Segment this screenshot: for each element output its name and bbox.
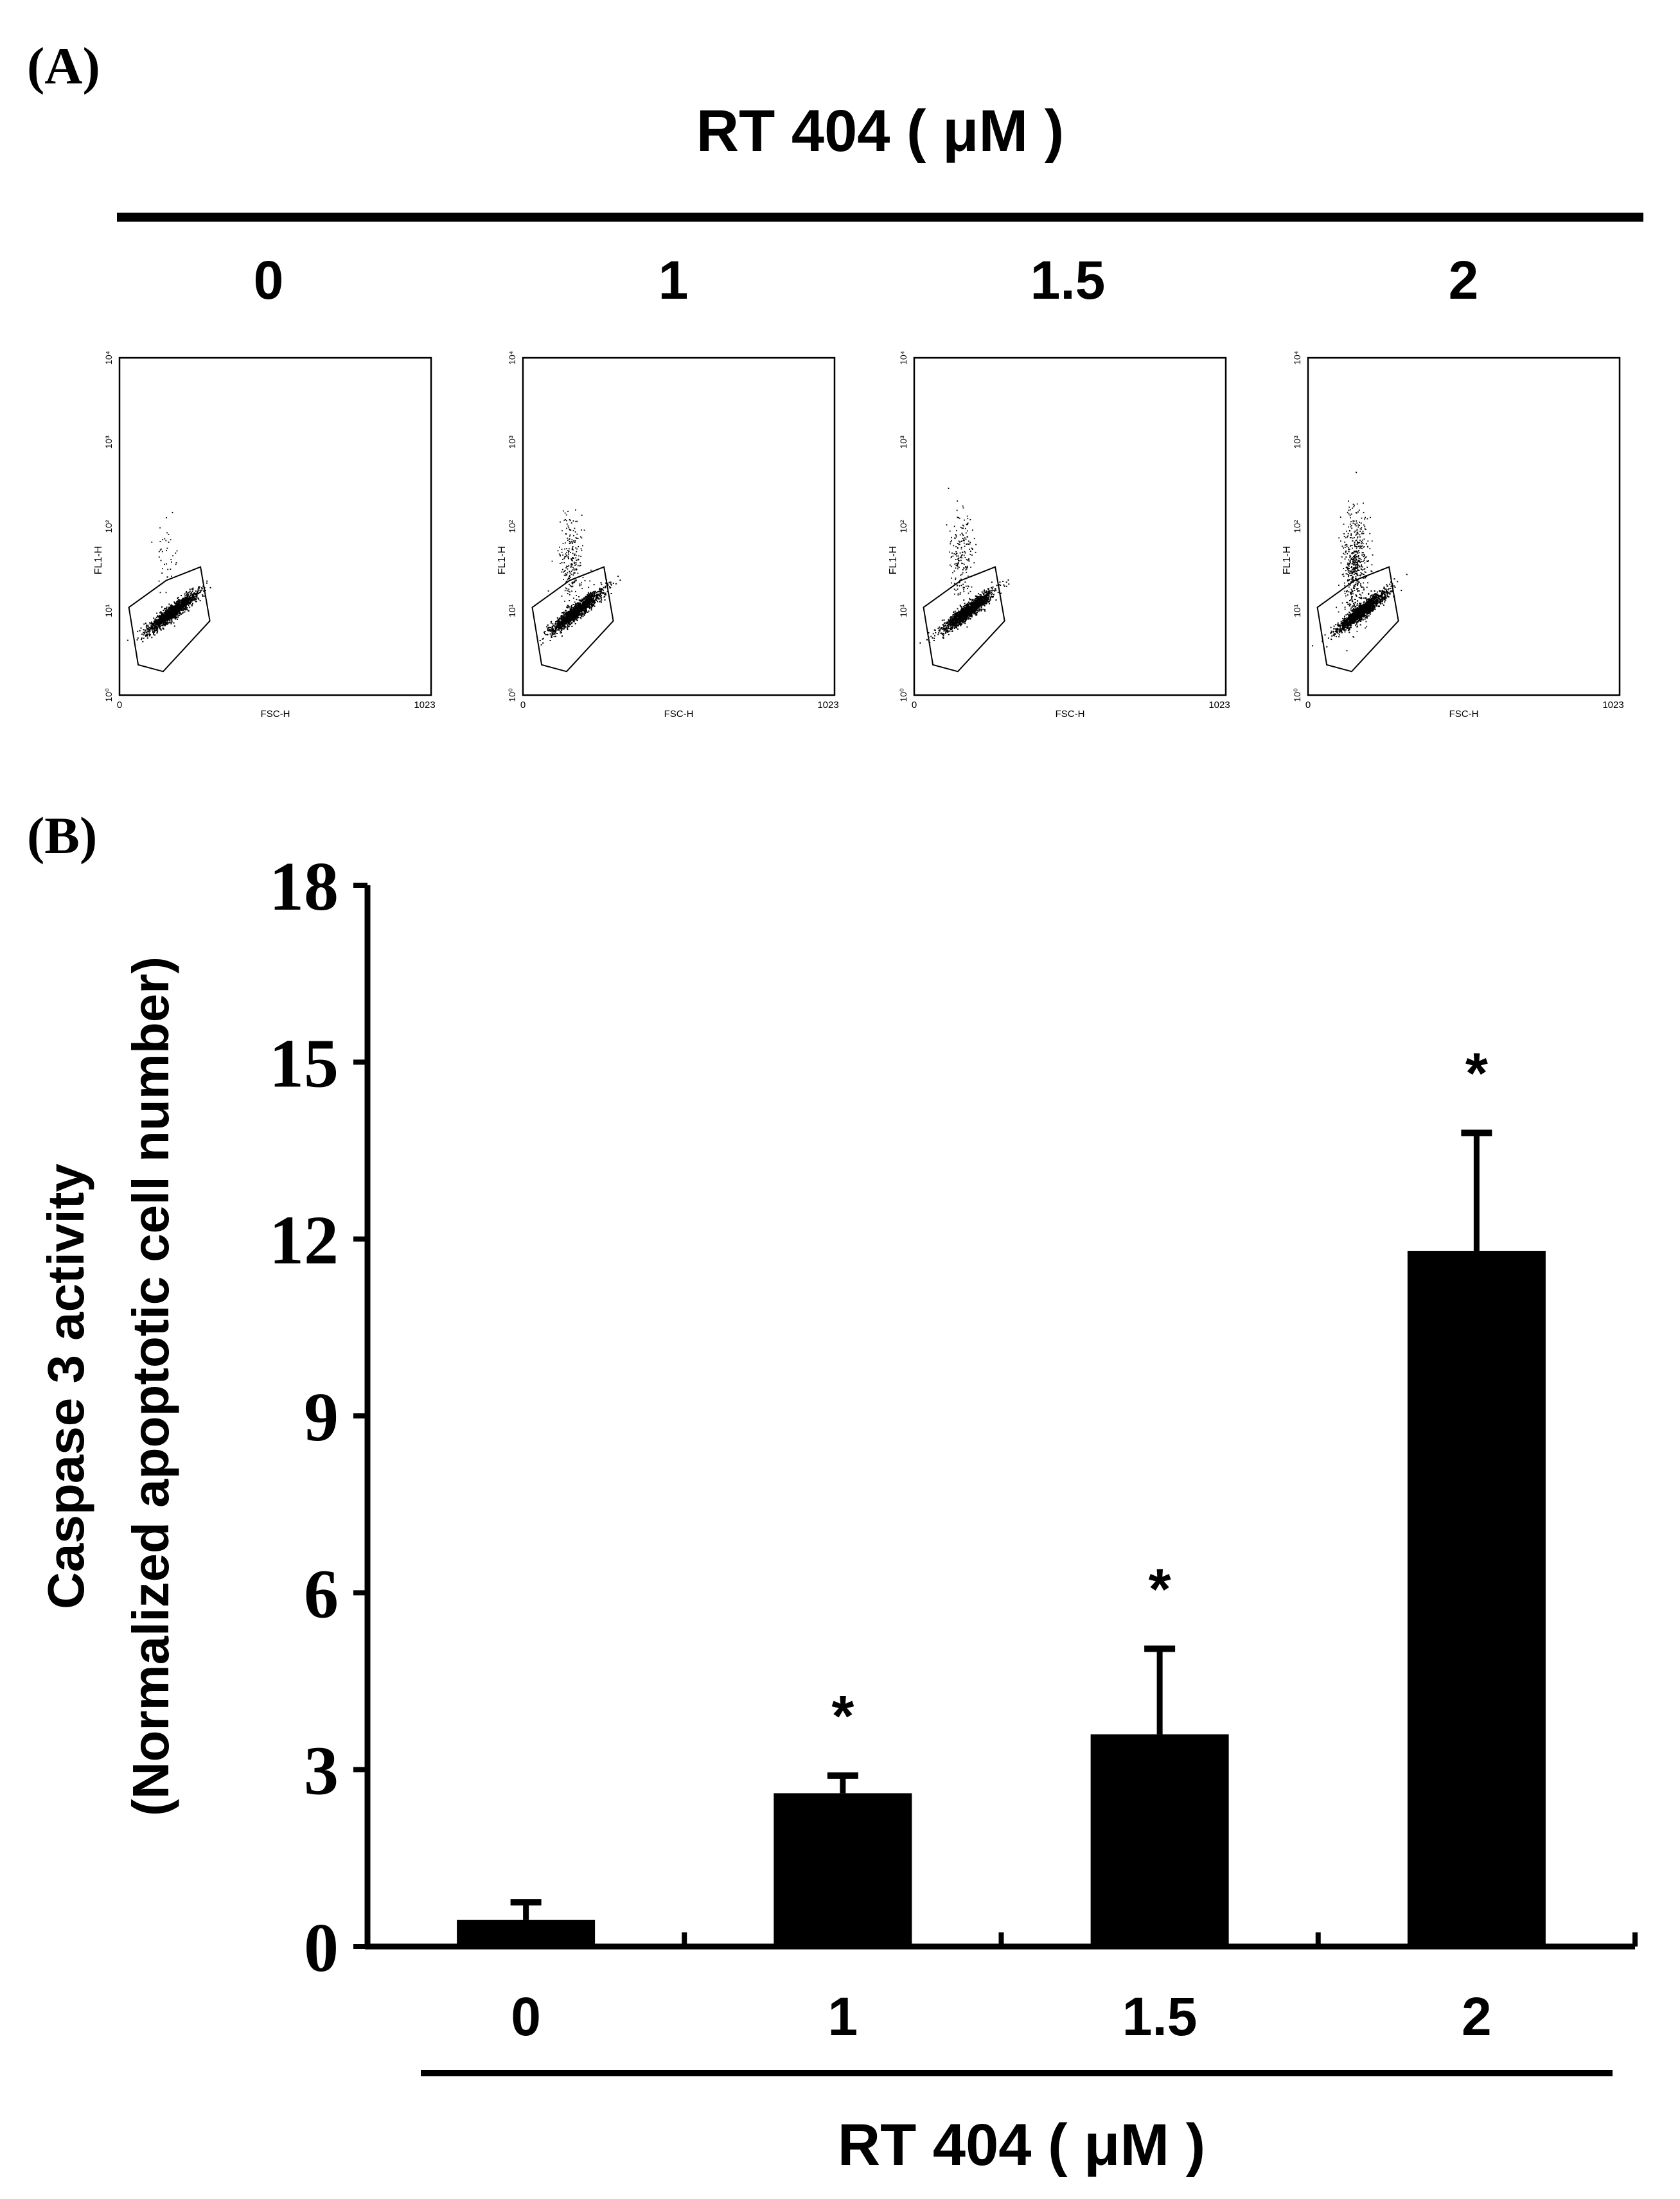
panel-a-conc-1: 1	[659, 250, 689, 310]
flow-y-axis-label: FL1-H	[93, 546, 104, 574]
significance-star: *	[1149, 1558, 1171, 1622]
flow-plot: 10⁰ 10¹ 10² 10³ 10⁴ FL1-H 0 1023 FSC-H	[1282, 351, 1624, 720]
significance-star: *	[831, 1684, 854, 1749]
flow-plot-frame	[1307, 357, 1621, 696]
x-tick-label: 1.5	[1122, 1986, 1198, 2047]
flow-main-population	[127, 580, 211, 642]
flow-x-tick-max: 1023	[414, 700, 435, 711]
flow-y-axis-label: FL1-H	[497, 546, 508, 574]
x-tick-label: 2	[1462, 1986, 1492, 2047]
bar	[457, 1920, 596, 1947]
flow-y-tick-label: 10⁰	[898, 688, 908, 702]
flow-y-tick-label: 10⁴	[1292, 351, 1302, 365]
y-tick-label: 0	[304, 1910, 339, 1986]
flow-y-tick-label: 10¹	[1292, 604, 1302, 617]
y-tick-label: 15	[269, 1025, 339, 1102]
flow-x-axis-label: FSC-H	[1056, 709, 1085, 720]
flow-y-tick-label: 10²	[507, 520, 517, 533]
bar	[1407, 1251, 1546, 1947]
flow-gate	[923, 566, 1005, 673]
flow-x-tick-min: 0	[912, 700, 917, 711]
flow-gate	[128, 566, 211, 673]
panel-a-conc-0: 0	[254, 250, 284, 310]
y-tick-label: 18	[269, 849, 339, 925]
flow-plot: 10⁰ 10¹ 10² 10³ 10⁴ FL1-H 0 1023 FSC-H	[888, 351, 1230, 720]
flow-y-tick-label: 10⁴	[898, 351, 908, 365]
flow-upper-population	[1336, 472, 1374, 651]
flow-x-axis-label: FSC-H	[1449, 709, 1479, 720]
x-axis-group-label: RT 404 ( μM )	[838, 2112, 1206, 2178]
significance-star: *	[1465, 1041, 1488, 1106]
flow-y-tick-label: 10⁰	[1292, 688, 1302, 702]
x-tick-label: 0	[511, 1986, 541, 2047]
y-tick-label: 12	[269, 1203, 339, 1279]
flow-plot: 10⁰ 10¹ 10² 10³ 10⁴ FL1-H 0 1023 FSC-H	[497, 351, 839, 720]
flow-y-tick-label: 10⁰	[507, 688, 517, 702]
flow-y-tick-label: 10⁴	[507, 351, 517, 365]
x-tick-label: 1	[828, 1986, 858, 2047]
flow-y-tick-label: 10⁴	[103, 351, 114, 365]
flow-plot-frame	[118, 357, 432, 696]
flow-x-axis-label: FSC-H	[261, 709, 290, 720]
y-axis-label-line1: Caspase 3 activity	[37, 1163, 94, 1609]
flow-gate	[1316, 566, 1399, 673]
flow-plot-frame	[522, 357, 836, 696]
flow-main-population	[539, 576, 621, 646]
flow-x-axis-label: FSC-H	[664, 709, 694, 720]
flow-x-tick-min: 0	[117, 700, 122, 711]
bar	[774, 1793, 912, 1947]
flow-y-tick-label: 10³	[1292, 436, 1302, 449]
panel-b-label: (B)	[27, 806, 97, 865]
flow-x-tick-min: 0	[520, 700, 526, 711]
flow-plot-frame	[913, 357, 1227, 696]
y-tick-label: 6	[304, 1556, 339, 1632]
flow-y-tick-label: 10²	[103, 520, 114, 533]
flow-y-tick-label: 10⁰	[103, 688, 114, 702]
flow-y-tick-label: 10¹	[103, 604, 114, 617]
flow-x-tick-max: 1023	[1208, 700, 1230, 711]
flow-main-population	[914, 579, 1010, 660]
flow-plot: 10⁰ 10¹ 10² 10³ 10⁴ FL1-H 0 1023 FSC-H	[93, 351, 436, 720]
panel-a-conc-1-5: 1.5	[1030, 250, 1106, 310]
flow-y-tick-label: 10³	[507, 436, 517, 449]
flow-y-tick-label: 10³	[103, 436, 114, 449]
flow-upper-population	[151, 511, 178, 622]
flow-y-tick-label: 10²	[898, 520, 908, 533]
panel-a-label: (A)	[27, 37, 100, 95]
flow-y-tick-label: 10¹	[507, 604, 517, 617]
flow-upper-population	[547, 509, 592, 618]
y-tick-label: 3	[304, 1733, 339, 1810]
panel-a-conc-2: 2	[1449, 250, 1479, 310]
flow-x-tick-max: 1023	[817, 700, 838, 711]
flow-y-axis-label: FL1-H	[888, 546, 899, 574]
flow-x-tick-min: 0	[1305, 700, 1311, 711]
bar	[1090, 1734, 1229, 1947]
y-tick-label: 9	[304, 1379, 339, 1456]
panel-a-title: RT 404 ( μM )	[696, 98, 1065, 164]
flow-y-tick-label: 10³	[898, 436, 908, 449]
flow-upper-population	[946, 488, 977, 628]
flow-y-tick-label: 10²	[1292, 520, 1302, 533]
flow-gate	[531, 566, 614, 673]
flow-y-tick-label: 10¹	[898, 604, 908, 617]
bar-chart: 0 3 6 9 12 15 18 0 * 1 * 1.5 * 2	[269, 849, 1638, 2047]
y-axis-label-line2: (Normalized apoptotic cell number)	[122, 957, 179, 1816]
flow-x-tick-max: 1023	[1602, 700, 1623, 711]
flow-y-axis-label: FL1-H	[1282, 546, 1293, 574]
